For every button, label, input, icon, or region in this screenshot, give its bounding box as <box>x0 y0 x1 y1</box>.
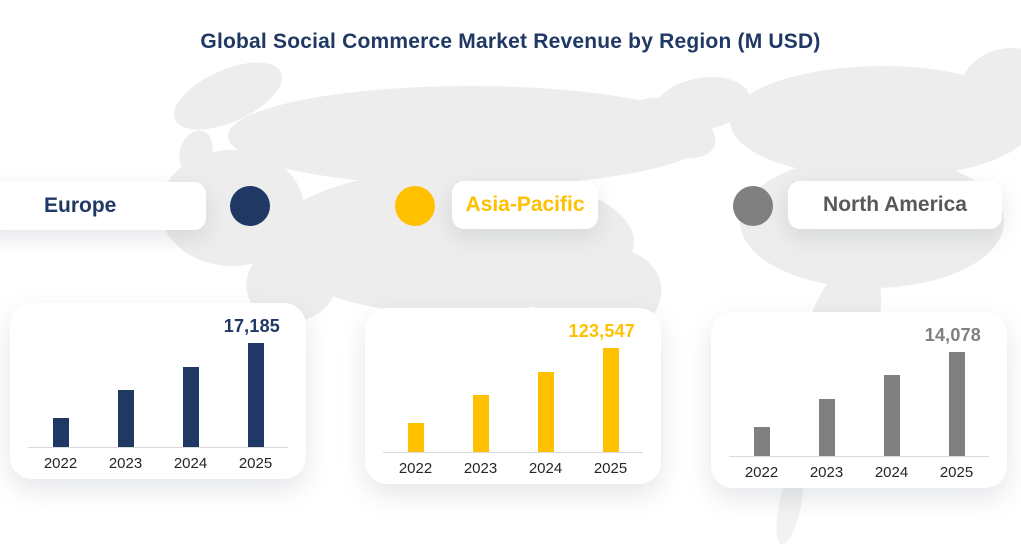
bar-2024 <box>537 372 554 452</box>
chart-card-north-america: 14,078 2022 2023 2024 2025 <box>711 312 1007 488</box>
bar-2024 <box>883 375 900 456</box>
x-tick-2025: 2025 <box>939 464 974 481</box>
bar-plot-area <box>729 352 989 457</box>
bar-2025 <box>948 352 965 456</box>
bar-2025 <box>602 348 619 452</box>
x-tick-2023: 2023 <box>108 455 143 472</box>
x-tick-2022: 2022 <box>398 460 433 477</box>
bar-2022 <box>753 427 770 456</box>
x-tick-2025: 2025 <box>238 455 273 472</box>
x-tick-2022: 2022 <box>744 464 779 481</box>
data-label-2025: 17,185 <box>223 316 280 336</box>
x-tick-2024: 2024 <box>528 460 563 477</box>
bar-2025 <box>247 343 264 447</box>
legend-card-europe: Europe <box>0 182 206 230</box>
bar-2022 <box>407 423 424 452</box>
x-tick-2023: 2023 <box>809 464 844 481</box>
x-tick-2024: 2024 <box>874 464 909 481</box>
bar-2023 <box>472 395 489 452</box>
x-axis-labels: 2022 2023 2024 2025 <box>28 455 288 472</box>
chart-card-europe: 17,185 2022 2023 2024 2025 <box>10 303 306 479</box>
x-axis-labels: 2022 2023 2024 2025 <box>729 464 989 481</box>
bar-2023 <box>818 399 835 456</box>
asia-pacific-dot-icon <box>395 186 435 226</box>
x-tick-2024: 2024 <box>173 455 208 472</box>
page-title: Global Social Commerce Market Revenue by… <box>200 30 821 53</box>
bar-plot-area <box>383 348 643 453</box>
bar-2022 <box>52 418 69 447</box>
legend-label-north-america: North America <box>823 193 967 216</box>
legend-label-asia-pacific: Asia-Pacific <box>465 193 585 216</box>
bar-plot-area <box>28 343 288 448</box>
north-america-dot-icon <box>733 186 773 226</box>
x-tick-2025: 2025 <box>593 460 628 477</box>
x-tick-2023: 2023 <box>463 460 498 477</box>
bar-2023 <box>117 390 134 447</box>
data-label-2025: 14,078 <box>924 325 981 345</box>
x-axis-labels: 2022 2023 2024 2025 <box>383 460 643 477</box>
bar-2024 <box>182 367 199 447</box>
x-tick-2022: 2022 <box>43 455 78 472</box>
data-label-2025: 123,547 <box>568 321 635 341</box>
legend-label-europe: Europe <box>44 194 117 217</box>
legend-card-north-america: North America <box>788 181 1002 229</box>
europe-dot-icon <box>230 186 270 226</box>
chart-card-asia-pacific: 123,547 2022 2023 2024 2025 <box>365 308 661 484</box>
legend-card-asia-pacific: Asia-Pacific <box>452 181 598 229</box>
